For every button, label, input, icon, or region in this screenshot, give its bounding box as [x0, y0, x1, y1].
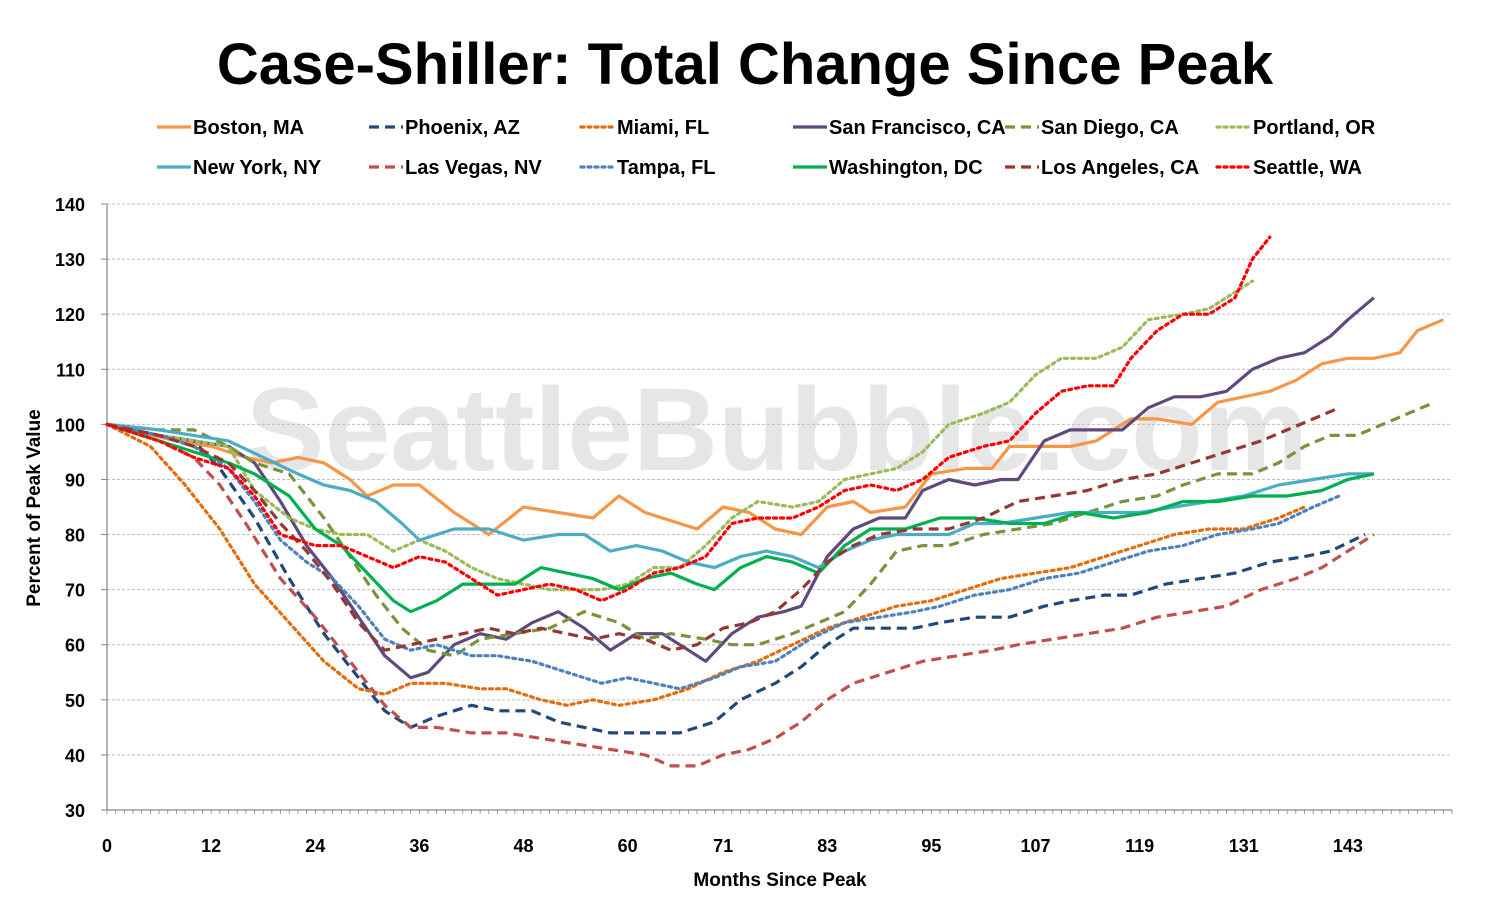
y-tick-label: 110	[56, 360, 85, 380]
series-line-seattle-wa	[105, 235, 1272, 603]
watermark-text: SeattleBubble.com	[246, 364, 1308, 496]
x-tick-label: 143	[1333, 836, 1363, 856]
y-tick-label: 70	[65, 581, 85, 601]
legend-label: New York, NY	[193, 157, 322, 179]
y-tick-label: 100	[55, 415, 85, 435]
series-line-las-vegas-nv	[106, 422, 1375, 768]
y-tick-label: 50	[65, 691, 85, 711]
x-tick-label: 107	[1020, 836, 1050, 856]
legend-label: Phoenix, AZ	[405, 117, 520, 139]
y-tick-label: 120	[55, 305, 85, 325]
legend-label: Las Vegas, NV	[405, 157, 542, 179]
y-tick-label: 90	[65, 470, 85, 490]
x-tick-label: 131	[1229, 836, 1259, 856]
grid-lines	[107, 203, 1452, 756]
x-tick-label: 48	[514, 836, 534, 856]
x-tick-label: 0	[102, 836, 112, 856]
y-tick-label: 140	[55, 195, 85, 215]
series-line-boston-ma	[106, 318, 1444, 537]
x-tick-label: 71	[713, 836, 733, 856]
legend-label: Miami, FL	[617, 117, 709, 139]
x-axis-title: Months Since Peak	[693, 870, 867, 891]
y-tick-label: 30	[65, 801, 85, 821]
x-tick-label: 36	[409, 836, 429, 856]
legend-label: Tampa, FL	[617, 157, 716, 179]
series-line-tampa-fl	[105, 422, 1341, 691]
chart-title: Case-Shiller: Total Change Since Peak	[217, 32, 1274, 97]
legend-label: Washington, DC	[829, 157, 983, 179]
y-tick-label: 130	[55, 250, 85, 270]
y-axis-title: Percent of Peak Value	[24, 409, 45, 607]
y-tick-label: 40	[65, 746, 85, 766]
series-line-san-diego-ca	[106, 400, 1436, 658]
legend-label: Boston, MA	[193, 117, 304, 139]
series-line-washington-dc	[106, 422, 1375, 614]
axes: 30 40 50 60 70 80 90 100 110 120 130 140 0 12 24 36 48 60…	[55, 195, 1453, 856]
x-tick-label: 83	[817, 836, 837, 856]
legend: Boston, MA Phoenix, AZ Miami, FL San Franci…	[157, 117, 1376, 179]
y-tick-label: 80	[65, 526, 85, 546]
legend-label: San Francisco, CA	[829, 117, 1006, 139]
y-tick-label: 60	[65, 636, 85, 656]
series-line-los-angeles-ca	[106, 406, 1340, 652]
legend-label: Seattle, WA	[1253, 157, 1362, 179]
legend-label: San Diego, CA	[1041, 117, 1179, 139]
series-line-portland-or	[105, 279, 1254, 592]
x-tick-label: 24	[305, 836, 325, 856]
x-tick-label: 95	[921, 836, 941, 856]
series-lines	[105, 235, 1444, 768]
series-line-miami-fl	[105, 422, 1307, 707]
x-tick-label: 119	[1125, 836, 1154, 856]
x-tick-label: 12	[201, 836, 221, 856]
legend-label: Los Angeles, CA	[1041, 157, 1199, 179]
series-line-phoenix-az	[106, 422, 1366, 735]
legend-label: Portland, OR	[1253, 117, 1376, 139]
x-tick-label: 60	[618, 836, 638, 856]
